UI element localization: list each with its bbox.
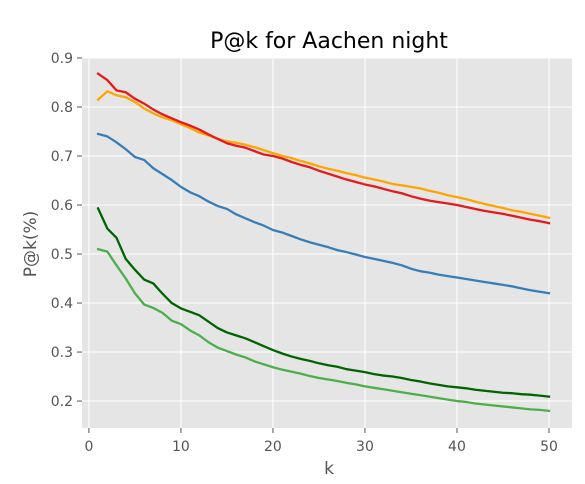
y-tick-label: 0.4 — [51, 296, 73, 312]
plot-area — [82, 58, 572, 428]
y-axis-ticks: 0.2 0.3 0.4 0.5 0.6 0.7 0.8 0.9 — [51, 51, 82, 410]
x-tick-label: 0 — [84, 439, 93, 455]
series-line-4 — [96, 206, 551, 398]
x-tick-label: 10 — [172, 439, 190, 455]
y-axis-label: P@k(%) — [21, 211, 41, 278]
series-line-5 — [96, 247, 551, 413]
series-lines — [96, 72, 551, 413]
series-line-1 — [96, 90, 551, 220]
y-tick-label: 0.5 — [51, 247, 73, 263]
y-tick-label: 0.6 — [51, 198, 73, 214]
x-tick-label: 30 — [356, 439, 374, 455]
y-tick-label: 0.3 — [51, 345, 73, 361]
series-line-2 — [96, 72, 551, 225]
x-axis-ticks: 0 10 20 30 40 50 — [84, 428, 558, 455]
chart-title: P@k for Aachen night — [210, 29, 448, 54]
x-tick-label: 40 — [448, 439, 466, 455]
y-tick-label: 0.9 — [51, 51, 73, 67]
y-tick-label: 0.8 — [51, 100, 73, 116]
y-tick-label: 0.2 — [51, 394, 73, 410]
series-line-3 — [96, 132, 551, 295]
x-tick-label: 50 — [540, 439, 558, 455]
x-tick-label: 20 — [264, 439, 282, 455]
y-tick-label: 0.7 — [51, 149, 73, 165]
x-axis-label: k — [324, 459, 334, 479]
